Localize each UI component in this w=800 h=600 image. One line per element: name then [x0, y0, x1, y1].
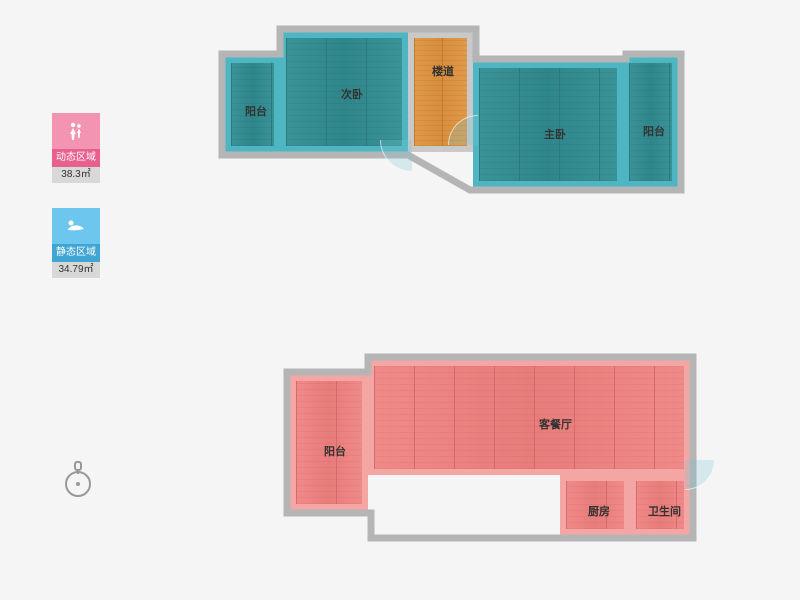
legend-static-label: 静态区域: [52, 244, 100, 262]
people-icon: [52, 113, 100, 149]
room-label-living-dining: 客餐厅: [539, 416, 572, 432]
rest-icon: [52, 208, 100, 244]
legend-dynamic: 动态区域 38.3㎡: [52, 113, 100, 183]
room-label-balcony-lower: 阳台: [324, 443, 346, 459]
room-label-second-bedroom: 次卧: [341, 86, 363, 102]
legend-static-value: 34.79㎡: [52, 262, 100, 278]
room-label-corridor: 楼道: [432, 63, 454, 79]
room-second-bedroom: 次卧: [280, 32, 408, 152]
room-balcony-right: 阳台: [623, 57, 678, 187]
room-label-bathroom: 卫生间: [648, 503, 681, 519]
room-balcony-lower: 阳台: [290, 375, 368, 510]
compass-icon: [62, 460, 94, 500]
room-living-dining: 客餐厅: [368, 360, 690, 475]
legend-dynamic-value: 38.3㎡: [52, 167, 100, 183]
room-bathroom: 卫生间: [630, 475, 690, 535]
room-kitchen: 厨房: [560, 475, 630, 535]
legend-panel: 动态区域 38.3㎡ 静态区域 34.79㎡: [52, 113, 100, 303]
legend-dynamic-label: 动态区域: [52, 149, 100, 167]
room-label-balcony-left: 阳台: [245, 103, 267, 119]
room-balcony-left: 阳台: [225, 57, 280, 152]
room-label-kitchen: 厨房: [588, 503, 610, 519]
room-label-balcony-right: 阳台: [643, 123, 665, 139]
room-label-master-bedroom: 主卧: [544, 126, 566, 142]
legend-static: 静态区域 34.79㎡: [52, 208, 100, 278]
room-master-bedroom: 主卧: [473, 62, 623, 187]
